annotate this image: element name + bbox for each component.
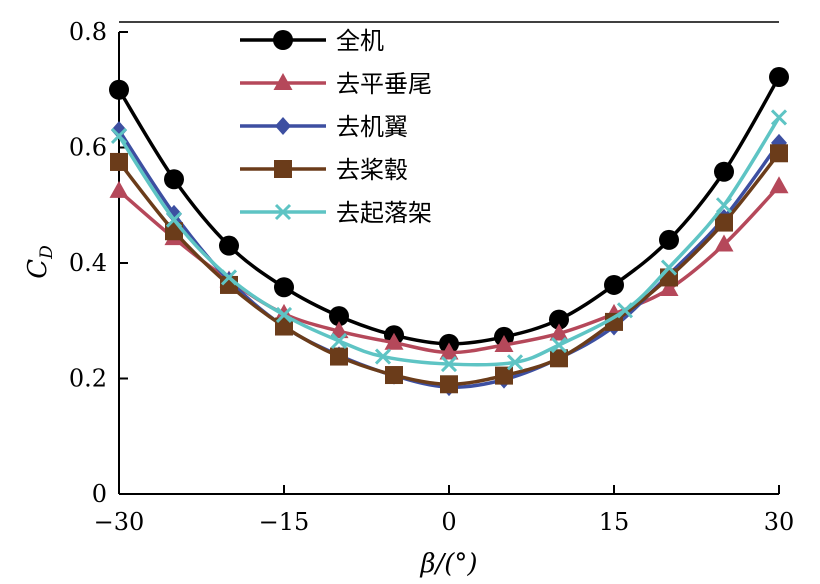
- x-tick-label: 30: [764, 508, 795, 536]
- legend-item-4: 去桨毂: [240, 156, 408, 184]
- data-point: [770, 144, 788, 163]
- y-tick-label: 0.4: [69, 249, 107, 277]
- data-point: [506, 354, 524, 371]
- data-point: [275, 306, 293, 324]
- y-tick-label: 0: [92, 480, 107, 508]
- legend-marker: [275, 117, 291, 135]
- data-point: [330, 347, 348, 366]
- data-point: [714, 234, 734, 252]
- legend-marker: [274, 203, 292, 221]
- legend-item-1: 全机: [240, 27, 384, 55]
- series-1: [109, 67, 789, 354]
- x-tick-label: 15: [599, 508, 630, 536]
- legend-label: 去平垂尾: [336, 70, 432, 98]
- x-tick-label: 0: [441, 508, 456, 536]
- data-point: [660, 268, 678, 287]
- data-point: [110, 152, 128, 171]
- data-point: [549, 309, 569, 330]
- data-point: [109, 79, 129, 100]
- data-point: [385, 366, 403, 385]
- data-point: [219, 235, 239, 256]
- data-point: [495, 366, 513, 385]
- series-line: [117, 116, 781, 367]
- data-point: [659, 278, 679, 296]
- y-tick-label: 0.6: [69, 134, 107, 162]
- data-point: [769, 67, 789, 88]
- data-point: [110, 127, 128, 145]
- data-point: [111, 121, 127, 140]
- data-point: [109, 180, 129, 198]
- y-tick-label: 0.8: [69, 18, 107, 46]
- legend-item-2: 去平垂尾: [240, 70, 432, 98]
- legend-label: 去机翼: [336, 113, 408, 141]
- data-point: [549, 323, 569, 341]
- data-point: [384, 332, 404, 350]
- data-point: [439, 342, 459, 360]
- legend-label: 去起落架: [336, 199, 432, 227]
- data-point: [604, 274, 624, 295]
- data-point: [714, 161, 734, 182]
- y-axis-label: CD: [23, 245, 57, 279]
- data-point: [274, 277, 294, 298]
- x-axis-label: β/(°): [419, 549, 477, 579]
- data-point: [374, 348, 392, 365]
- legend-item-3: 去机翼: [240, 113, 408, 141]
- legend-label: 全机: [336, 27, 384, 55]
- legend-marker: [273, 73, 293, 90]
- y-axis-label-sub: D: [37, 245, 57, 260]
- data-point: [715, 213, 733, 232]
- data-point: [165, 211, 183, 228]
- legend-label: 去桨毂: [336, 156, 408, 184]
- data-point: [659, 229, 679, 250]
- data-point: [494, 335, 514, 353]
- x-tick-label: −15: [259, 508, 310, 536]
- data-point: [715, 197, 733, 214]
- data-point: [660, 259, 678, 276]
- data-point: [329, 306, 349, 327]
- data-point: [166, 204, 182, 223]
- y-tick-label: 0.2: [69, 365, 107, 393]
- data-point: [275, 317, 293, 336]
- y-axis-label-main: C: [23, 259, 53, 279]
- data-point: [616, 302, 634, 319]
- legend-marker: [274, 160, 292, 178]
- series-layer: [109, 67, 789, 397]
- legend-marker: [273, 30, 293, 50]
- x-tick-label: −30: [94, 508, 145, 536]
- data-point: [440, 375, 458, 394]
- data-point: [550, 336, 568, 354]
- axes: −30 −15 0 15 30 0 0.2 0.4 0.6 0.8: [69, 18, 794, 536]
- data-point: [550, 349, 568, 368]
- data-point: [330, 332, 348, 350]
- data-point: [329, 321, 349, 339]
- data-point: [164, 169, 184, 190]
- data-point: [440, 356, 458, 373]
- data-point: [220, 269, 238, 286]
- series-5: [110, 109, 788, 373]
- legend-item-5: 去起落架: [240, 199, 432, 227]
- data-point: [770, 109, 788, 126]
- series-line: [117, 76, 781, 346]
- data-point: [769, 176, 789, 194]
